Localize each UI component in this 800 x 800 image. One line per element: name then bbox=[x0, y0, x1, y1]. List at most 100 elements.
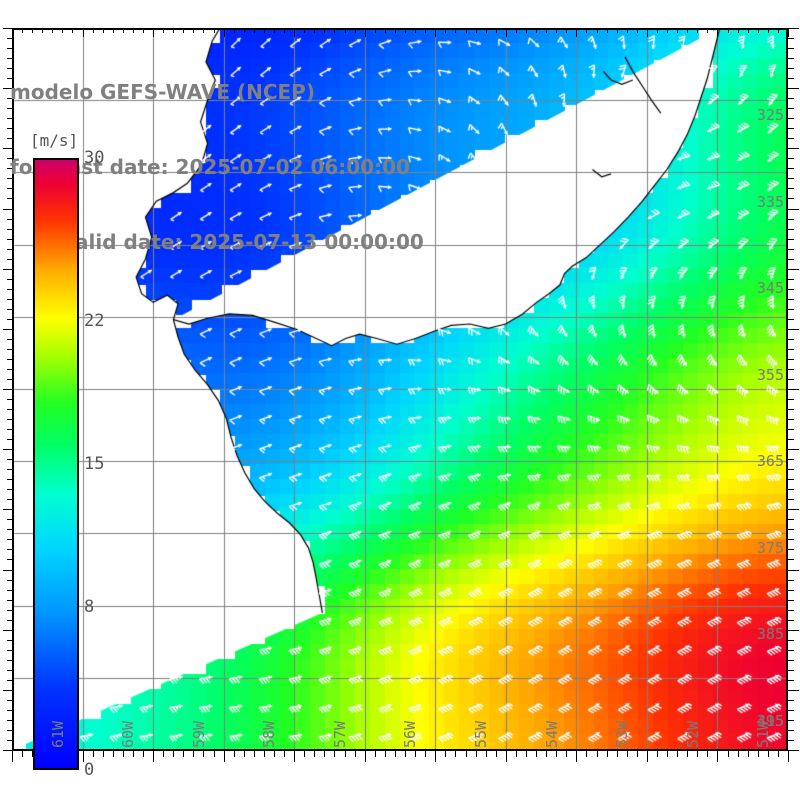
tick-mark bbox=[7, 298, 12, 300]
tick-mark bbox=[415, 28, 417, 33]
tick-mark bbox=[788, 58, 795, 60]
tick-mark bbox=[788, 659, 795, 661]
tick-mark bbox=[788, 459, 795, 461]
tick-mark bbox=[485, 28, 487, 33]
tick-mark bbox=[505, 28, 507, 37]
tick-mark bbox=[394, 751, 396, 758]
tick-mark bbox=[3, 88, 12, 90]
colorbar-tick-15: 15 bbox=[84, 454, 105, 474]
tick-mark bbox=[92, 28, 94, 33]
tick-mark bbox=[82, 751, 84, 762]
tick-mark bbox=[788, 429, 795, 431]
tick-mark bbox=[586, 28, 588, 33]
tick-mark bbox=[788, 689, 799, 691]
tick-mark bbox=[788, 378, 795, 380]
tick-mark bbox=[253, 751, 255, 758]
axis-label-bottom-55W: 55W bbox=[471, 720, 490, 748]
tick-mark bbox=[788, 489, 795, 491]
tick-mark bbox=[788, 639, 795, 641]
tick-mark bbox=[788, 88, 799, 90]
axis-ticks-bottom bbox=[12, 751, 789, 763]
tick-mark bbox=[62, 28, 64, 33]
tick-mark bbox=[7, 128, 12, 130]
tick-mark bbox=[294, 28, 296, 37]
colorbar-tick-8: 8 bbox=[84, 596, 95, 617]
tick-mark bbox=[788, 188, 795, 190]
tick-mark bbox=[203, 751, 205, 758]
tick-mark bbox=[314, 28, 316, 33]
tick-mark bbox=[3, 328, 12, 330]
frame-right bbox=[786, 28, 788, 751]
tick-mark bbox=[656, 751, 658, 758]
tick-mark bbox=[243, 751, 245, 758]
tick-mark bbox=[475, 28, 477, 33]
tick-mark bbox=[788, 68, 795, 70]
tick-mark bbox=[354, 28, 356, 33]
axis-label-right-335: 335 bbox=[756, 192, 784, 211]
tick-mark bbox=[425, 28, 427, 33]
tick-mark bbox=[586, 751, 588, 758]
tick-mark bbox=[7, 639, 12, 641]
tick-mark bbox=[7, 158, 12, 160]
tick-mark bbox=[525, 751, 527, 758]
tick-mark bbox=[52, 28, 54, 33]
tick-mark bbox=[788, 288, 795, 290]
tick-mark bbox=[646, 28, 648, 37]
colorbar-tick-22: 22 bbox=[84, 311, 105, 332]
tick-mark bbox=[7, 559, 12, 561]
tick-mark bbox=[3, 689, 12, 691]
tick-mark bbox=[788, 449, 799, 451]
tick-mark bbox=[163, 28, 165, 33]
tick-mark bbox=[7, 68, 12, 70]
axis-label-bottom-54W: 54W bbox=[542, 720, 561, 748]
tick-mark bbox=[777, 751, 779, 758]
tick-mark bbox=[546, 28, 548, 33]
tick-mark bbox=[788, 569, 799, 571]
tick-mark bbox=[7, 368, 12, 370]
tick-mark bbox=[455, 28, 457, 33]
tick-mark bbox=[284, 28, 286, 33]
tick-mark bbox=[7, 489, 12, 491]
map-plot-area[interactable] bbox=[12, 28, 788, 750]
tick-mark bbox=[525, 28, 527, 33]
tick-mark bbox=[788, 579, 795, 581]
tick-mark bbox=[263, 751, 265, 758]
tick-mark bbox=[767, 28, 769, 33]
tick-mark bbox=[7, 48, 12, 50]
axis-label-right-345: 345 bbox=[756, 279, 784, 298]
tick-mark bbox=[788, 128, 795, 130]
tick-mark bbox=[788, 609, 795, 611]
tick-mark bbox=[7, 539, 12, 541]
tick-mark bbox=[3, 750, 12, 751]
tick-mark bbox=[788, 338, 795, 340]
tick-mark bbox=[788, 308, 795, 310]
tick-mark bbox=[616, 751, 618, 758]
tick-mark bbox=[3, 629, 12, 631]
tick-mark bbox=[263, 28, 265, 33]
tick-mark bbox=[274, 751, 276, 758]
tick-mark bbox=[32, 751, 34, 758]
tick-mark bbox=[445, 751, 447, 758]
tick-mark bbox=[788, 28, 799, 29]
tick-mark bbox=[374, 751, 376, 758]
tick-mark bbox=[788, 509, 799, 511]
tick-mark bbox=[7, 188, 12, 190]
frame-top bbox=[12, 28, 788, 30]
tick-mark bbox=[606, 751, 608, 758]
tick-mark bbox=[788, 168, 795, 170]
tick-mark bbox=[536, 751, 538, 758]
tick-mark bbox=[7, 459, 12, 461]
tick-mark bbox=[7, 739, 12, 741]
tick-mark bbox=[777, 28, 779, 33]
tick-mark bbox=[7, 619, 12, 621]
tick-mark bbox=[616, 28, 618, 33]
tick-mark bbox=[7, 479, 12, 481]
tick-mark bbox=[92, 751, 94, 758]
tick-mark bbox=[324, 751, 326, 758]
tick-mark bbox=[465, 28, 467, 33]
tick-mark bbox=[626, 751, 628, 758]
tick-mark bbox=[697, 28, 699, 33]
tick-mark bbox=[7, 529, 12, 531]
tick-mark bbox=[183, 751, 185, 758]
